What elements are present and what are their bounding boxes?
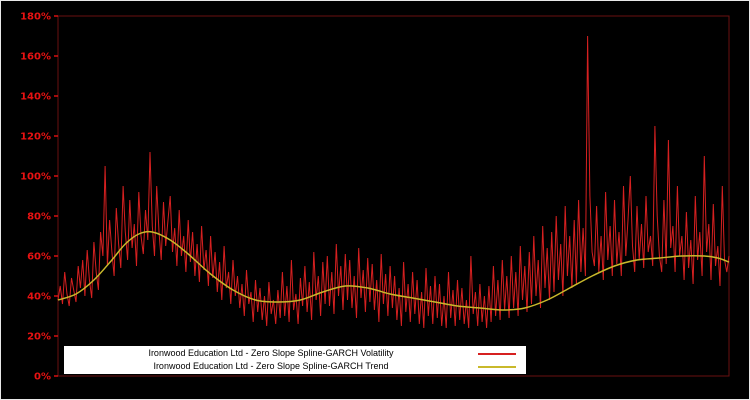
- volatility-line: [57, 35, 730, 329]
- y-tick-label: 100%: [20, 172, 51, 183]
- y-tick-label: 60%: [27, 252, 51, 263]
- y-tick-label: 80%: [27, 212, 51, 223]
- y-tick-label: 160%: [20, 52, 51, 63]
- legend-item-volatility: Ironwood Education Ltd - Zero Slope Spli…: [64, 347, 526, 360]
- legend-trend-line-icon: [478, 365, 516, 368]
- y-tick-label: 180%: [20, 12, 51, 23]
- y-tick-label: 40%: [27, 292, 51, 303]
- y-tick-label: 20%: [27, 332, 51, 343]
- y-tick-label: 120%: [20, 132, 51, 143]
- y-tick-label: 140%: [20, 92, 51, 103]
- legend-label-trend: Ironwood Education Ltd - Zero Slope Spli…: [153, 361, 389, 371]
- trend-line: [57, 230, 730, 311]
- y-tick-label: 0%: [34, 372, 51, 383]
- legend-volatility-line-icon: [478, 352, 516, 355]
- plot-border: [57, 15, 730, 377]
- legend-item-trend: Ironwood Education Ltd - Zero Slope Spli…: [64, 360, 526, 373]
- legend-label-volatility: Ironwood Education Ltd - Zero Slope Spli…: [148, 348, 394, 358]
- legend: Ironwood Education Ltd - Zero Slope Spli…: [64, 346, 526, 374]
